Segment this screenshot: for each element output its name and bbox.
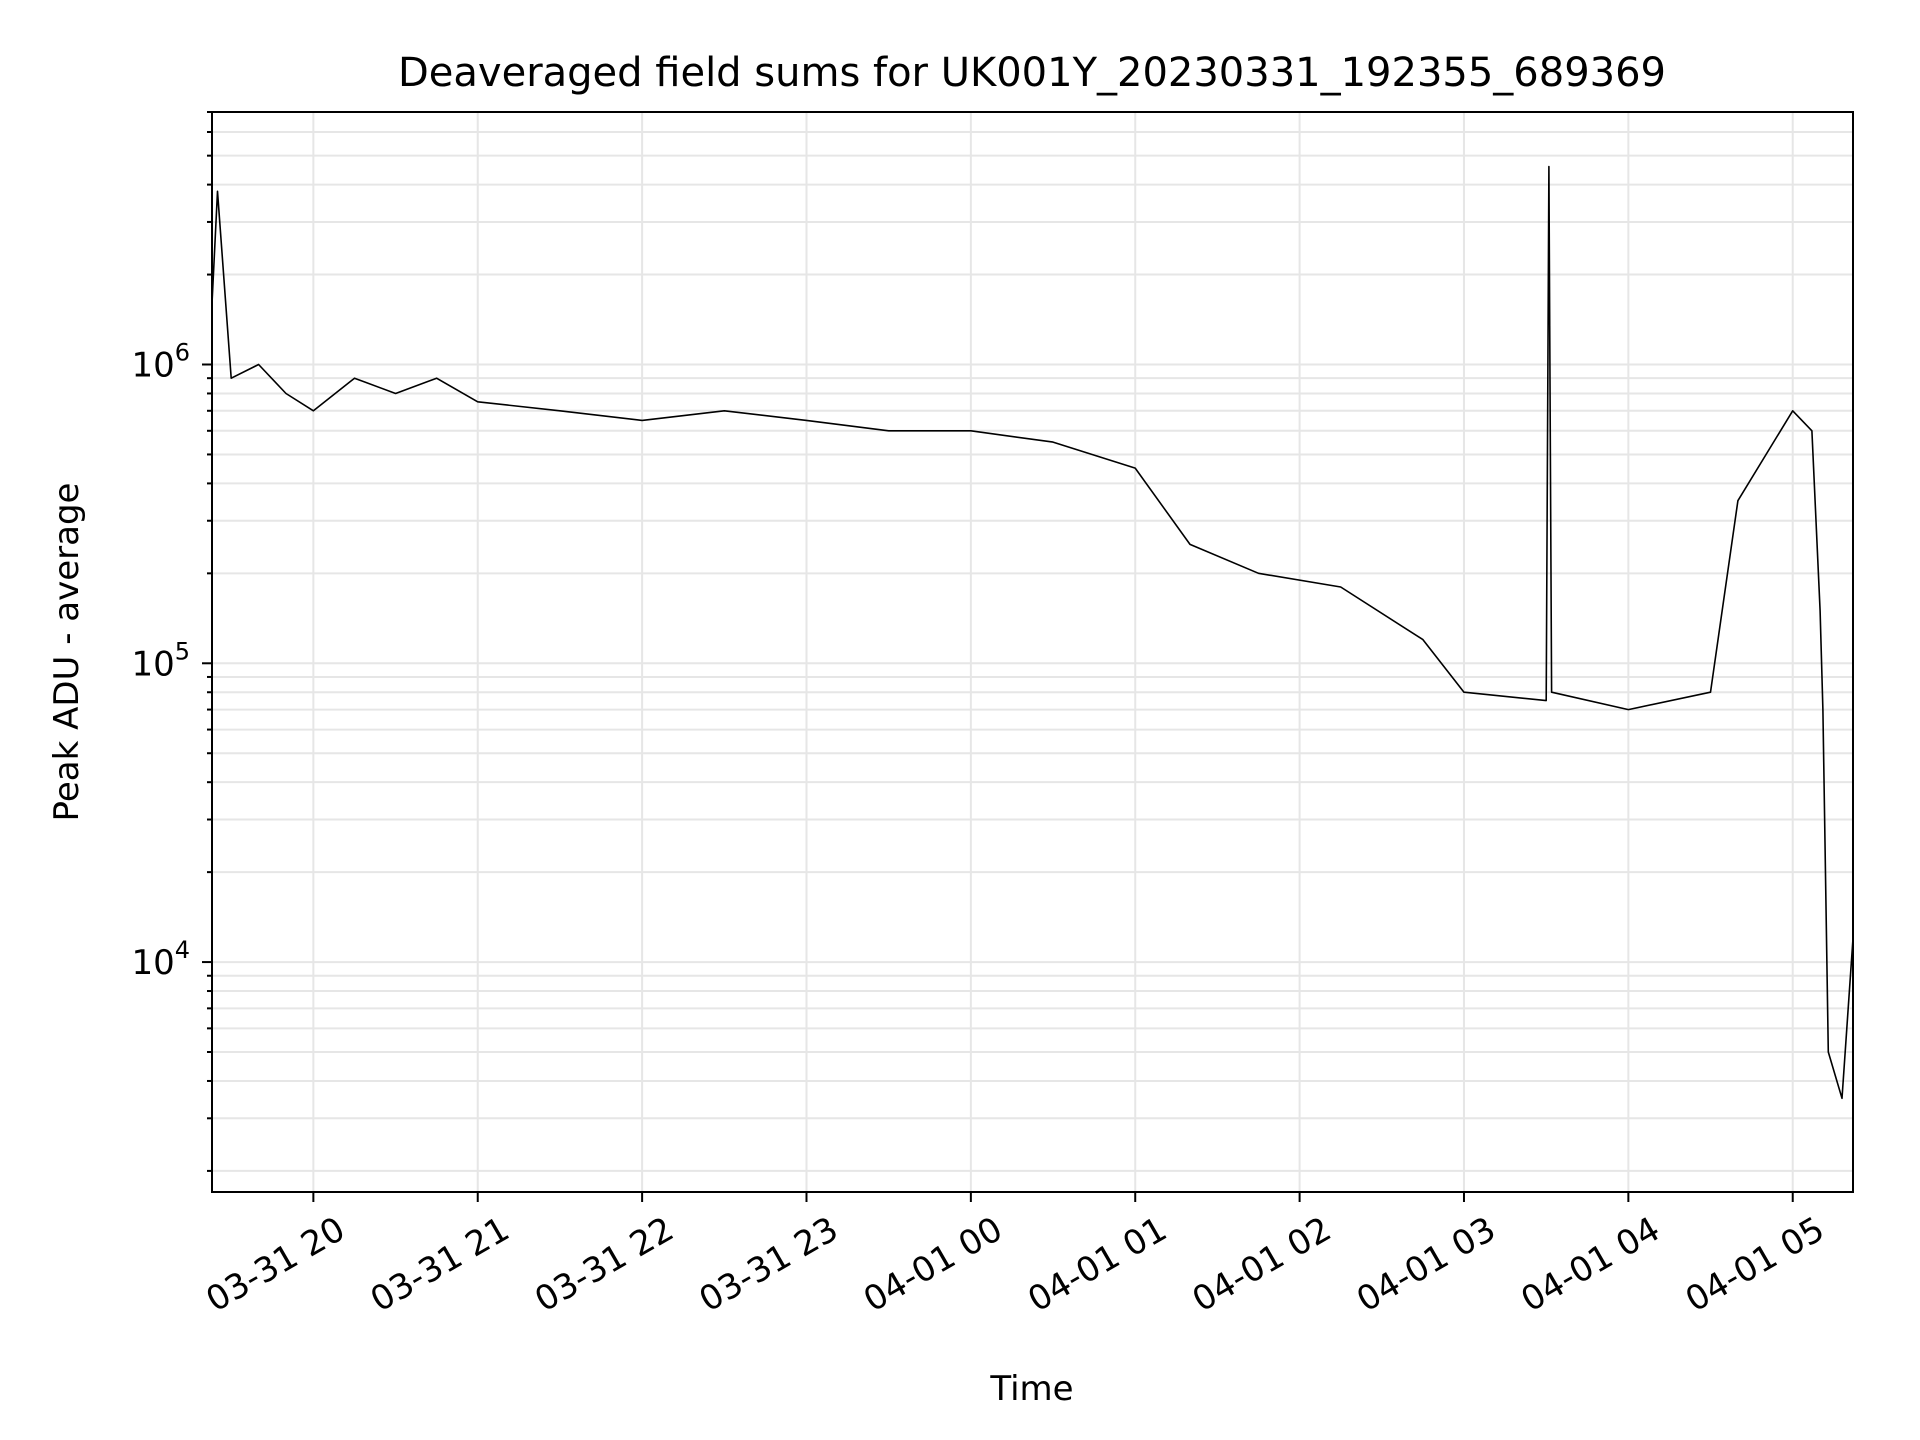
x-tick-label: 04-01 00 — [857, 1209, 1009, 1320]
series-layer — [211, 165, 1854, 1100]
x-tick-label: 04-01 03 — [1350, 1209, 1502, 1320]
y-tick-label: 106 — [131, 339, 190, 386]
data-line — [211, 165, 1854, 1100]
x-tick-label: 03-31 20 — [199, 1209, 351, 1320]
x-axis-label: Time — [989, 1369, 1073, 1409]
grid-layer — [212, 111, 1853, 1192]
x-tick-label: 03-31 21 — [364, 1209, 516, 1320]
y-axis-label: Peak ADU - average — [47, 483, 87, 822]
x-tick-label: 03-31 22 — [528, 1209, 680, 1320]
x-tick-label: 04-01 01 — [1021, 1209, 1173, 1320]
y-tick-label: 105 — [131, 637, 190, 684]
x-tick-label: 03-31 23 — [693, 1209, 845, 1320]
plot-frame — [211, 111, 1854, 1193]
x-tick-label: 04-01 05 — [1679, 1209, 1831, 1320]
tick-layer: 03-31 20 03-31 21 03-31 22 03-31 23 04-01 00… — [131, 111, 1831, 1320]
x-tick-label: 04-01 04 — [1514, 1209, 1666, 1320]
chart-title: Deaveraged field sums for UK001Y_2023033… — [398, 50, 1666, 96]
y-tick-label: 104 — [131, 936, 190, 983]
x-tick-label: 04-01 02 — [1186, 1209, 1338, 1320]
